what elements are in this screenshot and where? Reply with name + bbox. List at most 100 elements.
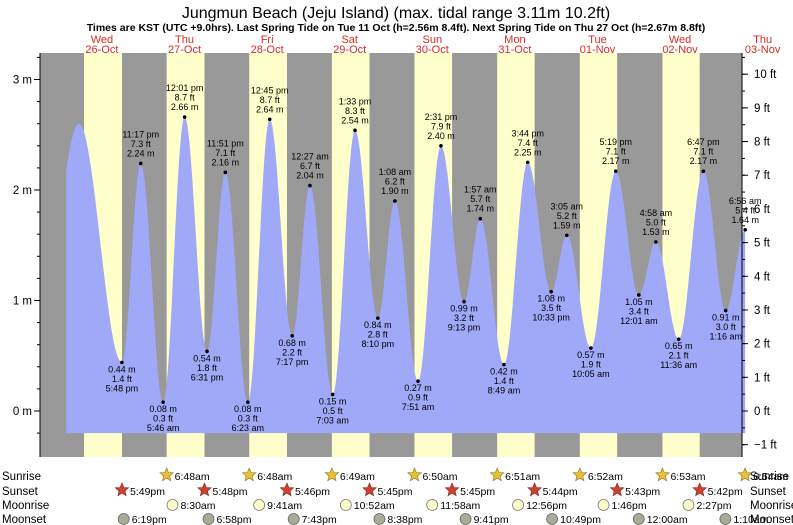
moonrise-icon	[597, 499, 610, 511]
right-axis-tick-label: 4 ft	[754, 271, 771, 283]
event-time-label: 7:43pm	[302, 514, 337, 525]
moonset-icon	[459, 513, 472, 525]
moonset-icon	[287, 513, 300, 525]
tide-low-ft: 1.4 ft	[494, 376, 515, 386]
high-tide-point	[701, 169, 706, 174]
tide-high-time: 1:57 am	[464, 185, 497, 195]
low-tide-point	[416, 379, 420, 383]
tide-low-time: 5:48 pm	[106, 383, 139, 393]
tide-low-m: 0.08 m	[149, 404, 177, 414]
tide-high-time: 3:44 pm	[511, 128, 544, 138]
right-axis-tick-label: 3 ft	[754, 305, 771, 317]
moonrise-icon	[253, 499, 266, 511]
moonrise-icon	[166, 499, 179, 511]
moonset-icon	[719, 513, 732, 525]
tide-low-time: 11:36 am	[660, 360, 697, 370]
tide-high-m: 2.66 m	[171, 102, 199, 112]
tide-low-time: 7:51 am	[402, 402, 435, 412]
low-tide-point	[723, 308, 728, 313]
tide-high-ft: 5.0 ft	[646, 217, 667, 227]
tide-low-ft: 3.2 ft	[454, 313, 475, 323]
day-headers: Wed26-OctThu27-OctFri28-OctSat29-OctSun3…	[85, 34, 780, 56]
sunrise-icon	[159, 467, 175, 482]
tide-high-ft: 8.3 ft	[345, 106, 366, 116]
tide-low-ft: 0.5 ft	[323, 406, 344, 416]
sunset-icon	[362, 482, 377, 497]
right-axis-tick-label: −1 ft	[754, 440, 778, 452]
low-tide-point	[245, 400, 250, 404]
sunset-icon	[527, 482, 543, 497]
moonset-icon	[202, 513, 215, 525]
tide-high-ft: 6.7 ft	[300, 161, 321, 171]
event-time-label: 6:48am	[257, 471, 292, 483]
right-axis-tick-label: 8 ft	[754, 137, 771, 149]
tide-high-ft: 7.1 ft	[215, 148, 236, 158]
moonset-icon	[632, 513, 645, 525]
tide-high-ft: 5.4 ft	[735, 205, 756, 215]
event-time-label: 6:58pm	[217, 514, 252, 525]
sunrise-icon	[407, 467, 422, 482]
low-tide-point	[502, 362, 506, 367]
tide-high-m: 1.64 m	[731, 215, 759, 225]
tide-low-ft: 2.1 ft	[669, 351, 690, 361]
astronomy-rows: Sunrise Sunrise Sunset Sunset Moonrise Moonri…	[2, 467, 793, 525]
tide-high-time: 11:17 pm	[122, 129, 159, 139]
tide-low-time: 8:49 am	[488, 386, 521, 396]
high-tide-point	[654, 240, 658, 244]
tide-high-m: 2.25 m	[514, 147, 542, 157]
left-axis-tick-label: 3 m	[13, 75, 32, 87]
tide-high-time: 12:45 pm	[251, 85, 289, 95]
right-axis-tick-label: 2 ft	[754, 339, 771, 351]
right-axis-tick-label: 6 ft	[754, 204, 771, 216]
tide-high-m: 2.16 m	[212, 157, 240, 167]
event-time-label: 1:46pm	[612, 500, 647, 512]
event-time-label: 6:53am	[670, 471, 705, 483]
tide-low-time: 7:17 pm	[276, 357, 309, 367]
high-tide-point	[353, 128, 357, 133]
right-axis-tick-label: 5 ft	[754, 238, 771, 250]
tide-high-time: 6:56 am	[729, 196, 762, 206]
tide-low-ft: 3.5 ft	[541, 303, 562, 313]
tide-low-m: 0.57 m	[577, 350, 605, 360]
event-time-label: 5:46pm	[295, 486, 330, 498]
chart-subtitle: Times are KST (UTC +9.0hrs). Last Spring…	[87, 22, 706, 34]
tide-high-m: 2.40 m	[427, 131, 455, 141]
sunrise-icon	[655, 467, 670, 482]
tide-low-m: 0.54 m	[193, 353, 221, 363]
day-weekday: Mon	[504, 34, 525, 46]
tide-high-m: 1.74 m	[467, 204, 495, 214]
row-label-right: Sunrise	[750, 471, 789, 483]
tide-area	[66, 117, 746, 434]
right-axis-tick-label: 10 ft	[754, 69, 777, 81]
sunrise-icon	[572, 467, 588, 482]
tide-high-m: 1.90 m	[381, 186, 409, 196]
high-tide-point	[182, 115, 187, 119]
high-tide-point	[525, 160, 530, 165]
event-time-label: 5:45pm	[377, 486, 412, 498]
tide-low-time: 6:23 am	[232, 423, 265, 433]
sunset-icon	[609, 482, 625, 497]
event-time-label: 12:00am	[647, 514, 688, 525]
tide-high-time: 1:33 pm	[339, 96, 372, 106]
event-time-label: 5:49pm	[130, 486, 165, 498]
row-label-right: Sunset	[750, 486, 787, 498]
tide-low-m: 1.05 m	[625, 297, 653, 307]
event-time-label: 6:54am	[753, 471, 788, 483]
tide-high-ft: 5.7 ft	[470, 194, 491, 204]
right-axis-tick-label: 7 ft	[754, 170, 771, 182]
moonset-icon	[546, 513, 559, 525]
event-time-label: 8:30am	[180, 500, 215, 512]
day-weekday: Thu	[175, 34, 194, 46]
day-weekday: Fri	[261, 34, 274, 46]
sunrise-icon	[737, 467, 753, 482]
event-time-label: 1:10am	[733, 514, 768, 525]
event-time-label: 6:50am	[423, 471, 458, 483]
high-tide-point	[223, 170, 228, 175]
tide-low-ft: 1.4 ft	[112, 374, 133, 384]
event-time-label: 6:49am	[340, 471, 375, 483]
low-tide-point	[120, 360, 124, 365]
high-tide-point	[613, 169, 618, 174]
tide-high-time: 11:51 pm	[207, 138, 244, 148]
tide-high-m: 2.17 m	[690, 156, 718, 166]
